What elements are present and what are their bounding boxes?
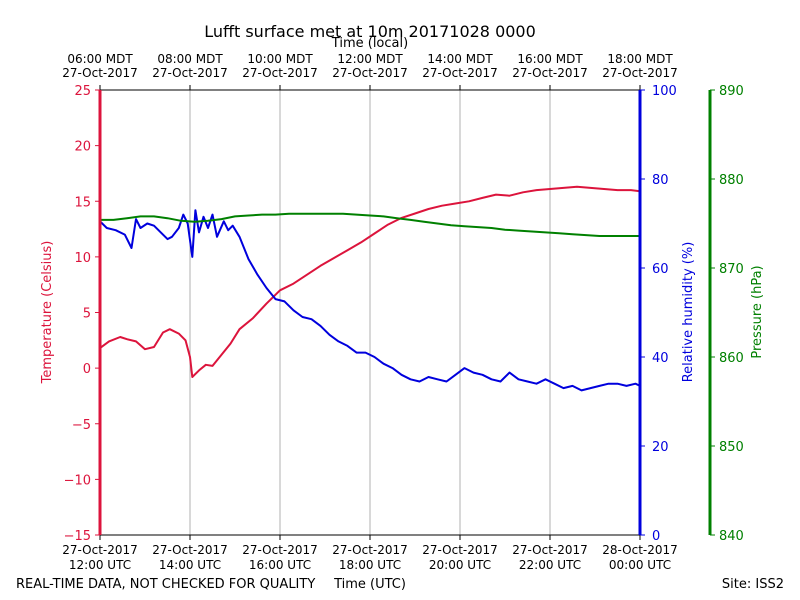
x-axis-label: Time (UTC) <box>333 577 406 592</box>
pressure-tick-label-5: 890 <box>719 84 744 99</box>
top-axis-label: Time (local) <box>331 36 408 51</box>
local-tick-date-0: 27-Oct-2017 <box>62 66 138 80</box>
series-lines <box>99 185 641 392</box>
x-tick-date-5: 27-Oct-2017 <box>512 543 588 557</box>
local-tick-date-5: 27-Oct-2017 <box>512 66 588 80</box>
pressure-axis-label: Pressure (hPa) <box>750 265 765 358</box>
temp-tick-label-4: 5 <box>83 307 91 322</box>
pressure-tick-label-0: 840 <box>719 529 744 544</box>
chart-title: Lufft surface met at 10m 20171028 0000 <box>204 22 536 41</box>
temp-tick-label-1: −10 <box>64 473 91 488</box>
site-label: Site: ISS2 <box>722 577 784 592</box>
humidity-axis-label: Relative humidity (%) <box>681 242 696 383</box>
x-tick-date-4: 27-Oct-2017 <box>422 543 498 557</box>
x-tick-time-1: 14:00 UTC <box>159 558 221 572</box>
local-tick-date-6: 27-Oct-2017 <box>602 66 678 80</box>
x-tick-date-2: 27-Oct-2017 <box>242 543 318 557</box>
rh-tick-label-1: 20 <box>652 440 669 455</box>
temp-tick-label-8: 25 <box>74 84 91 99</box>
series-temperature-line <box>99 185 641 378</box>
rh-tick-label-0: 0 <box>652 529 660 544</box>
pressure-tick-label-3: 870 <box>719 262 744 277</box>
x-tick-time-3: 18:00 UTC <box>339 558 401 572</box>
x-tick-date-3: 27-Oct-2017 <box>332 543 408 557</box>
x-tick-time-6: 00:00 UTC <box>609 558 671 572</box>
temp-tick-label-7: 20 <box>74 140 91 155</box>
temp-tick-label-2: −5 <box>72 418 91 433</box>
local-tick-time-1: 08:00 MDT <box>157 52 223 66</box>
series-relative-humidity-line <box>99 209 641 392</box>
temperature-axis-label: Temperature (Celsius) <box>40 241 55 385</box>
local-tick-time-3: 12:00 MDT <box>337 52 403 66</box>
temp-tick-label-3: 0 <box>83 362 91 377</box>
y-axis-ticks: −15 −10 −5 0 5 10 15 20 25 0 20 40 60 80 100 840 850 860 8… <box>64 84 744 544</box>
local-tick-date-3: 27-Oct-2017 <box>332 66 408 80</box>
x-tick-time-4: 20:00 UTC <box>429 558 491 572</box>
series-pressure-line <box>100 212 640 237</box>
local-tick-time-0: 06:00 MDT <box>67 52 133 66</box>
rh-tick-label-4: 80 <box>652 173 669 188</box>
pressure-tick-label-4: 880 <box>719 173 744 188</box>
local-tick-date-2: 27-Oct-2017 <box>242 66 318 80</box>
grid-lines <box>189 90 551 535</box>
x-tick-date-0: 27-Oct-2017 <box>62 543 138 557</box>
temp-tick-label-5: 10 <box>74 251 91 266</box>
x-tick-time-2: 16:00 UTC <box>249 558 311 572</box>
x-tick-date-6: 28-Oct-2017 <box>602 543 678 557</box>
pressure-tick-label-1: 850 <box>719 440 744 455</box>
rh-tick-label-2: 40 <box>652 351 669 366</box>
temp-tick-label-6: 15 <box>74 195 91 210</box>
x-tick-time-0: 12:00 UTC <box>69 558 131 572</box>
local-tick-time-4: 14:00 MDT <box>427 52 493 66</box>
local-tick-date-4: 27-Oct-2017 <box>422 66 498 80</box>
quality-notice: REAL-TIME DATA, NOT CHECKED FOR QUALITY <box>16 577 315 592</box>
temp-tick-label-0: −15 <box>64 529 91 544</box>
x-tick-time-5: 22:00 UTC <box>519 558 581 572</box>
x-tick-date-1: 27-Oct-2017 <box>152 543 228 557</box>
local-tick-time-6: 18:00 MDT <box>607 52 673 66</box>
local-tick-time-2: 10:00 MDT <box>247 52 313 66</box>
rh-tick-label-3: 60 <box>652 262 669 277</box>
rh-tick-label-5: 100 <box>652 84 677 99</box>
local-tick-time-5: 16:00 MDT <box>517 52 583 66</box>
pressure-tick-label-2: 860 <box>719 351 744 366</box>
local-tick-date-1: 27-Oct-2017 <box>152 66 228 80</box>
